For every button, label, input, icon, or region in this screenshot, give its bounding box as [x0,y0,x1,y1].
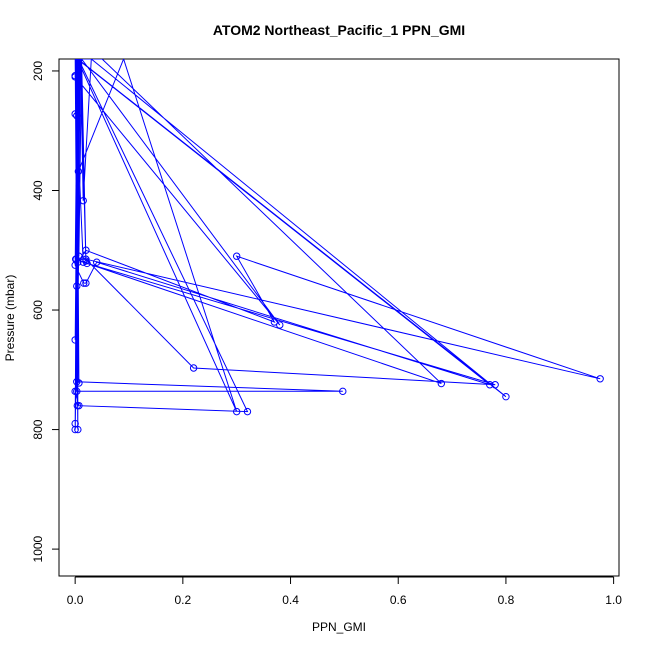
data-point [71,336,79,344]
data-point [71,110,79,118]
x-tick-label: 0.0 [67,593,84,607]
data-point [74,258,82,266]
data-point [83,259,91,268]
data-point [437,379,446,388]
data-point [74,167,83,176]
y-tick-label: 200 [31,61,45,81]
data-point [270,318,279,326]
data-series [71,59,604,434]
x-tick-label: 0.4 [282,593,299,607]
y-tick-label: 600 [31,300,45,320]
x-tick-label: 1.0 [605,593,622,607]
data-point [73,387,81,396]
data-point [232,407,241,416]
data-point [486,381,494,389]
data-point [232,252,241,260]
data-point [92,258,101,266]
data-point [75,379,83,387]
y-tick-label: 1000 [31,535,45,562]
data-point [80,279,88,287]
y-axis-label: Pressure (mbar) [3,275,17,362]
chart-title: ATOM2 Northeast_Pacific_1 PPN_GMI [213,22,465,38]
data-point [502,392,510,401]
data-point [276,321,284,329]
y-tick-label: 800 [31,419,45,439]
y-axis: 200 400 600 800 1000 [31,61,60,562]
data-point [73,112,81,120]
x-tick-label: 0.6 [390,593,407,607]
data-point [71,73,79,81]
x-tick-label: 0.8 [498,593,515,607]
y-tick-label: 400 [31,180,45,200]
x-axis-label: PPN_GMI [312,620,366,634]
data-point [73,282,81,290]
data-point [74,425,82,434]
data-point [82,279,90,287]
data-point [73,401,82,410]
data-point [79,258,87,266]
series-line [74,59,601,430]
data-point [71,419,79,428]
data-point [82,246,90,254]
data-point [491,381,499,389]
data-point [596,375,604,383]
x-tick-label: 0.2 [175,593,192,607]
x-axis: 0.0 0.2 0.4 0.6 0.8 1.0 [67,576,622,607]
data-point [339,387,347,396]
data-point [189,364,198,372]
data-point [243,407,252,416]
data-point [79,196,87,205]
